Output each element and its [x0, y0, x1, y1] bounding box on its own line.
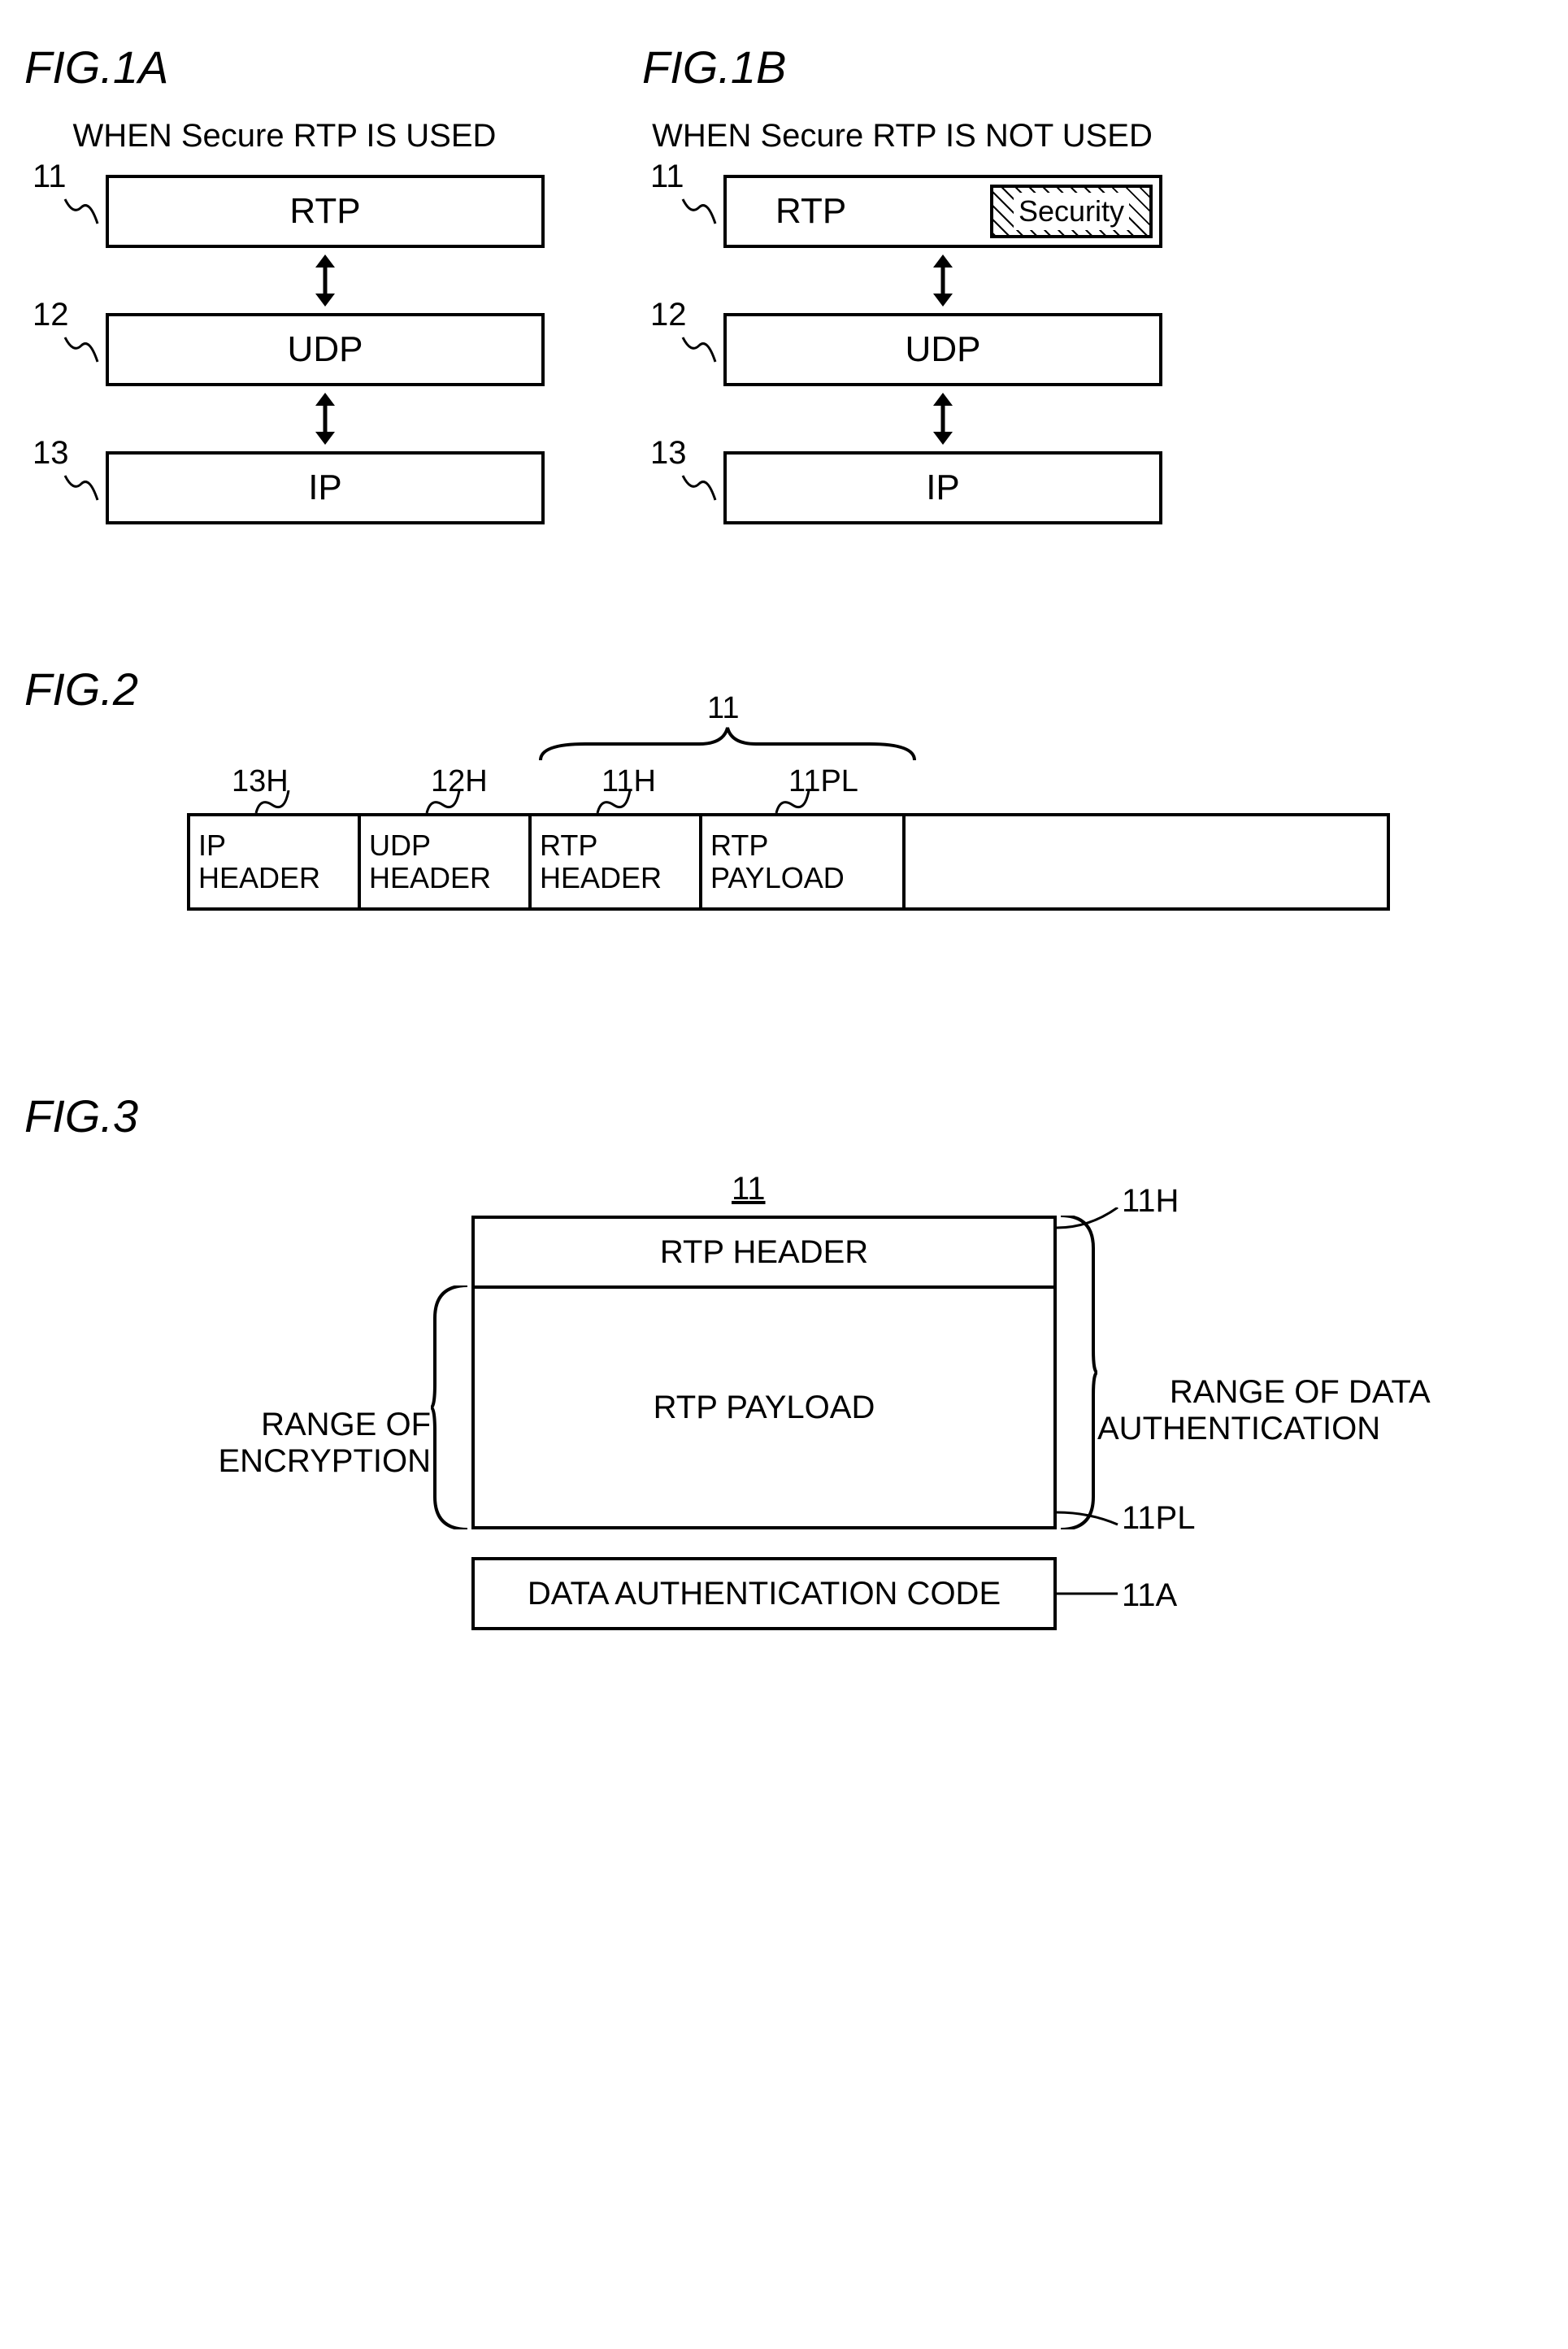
fig1b-caption: WHEN Secure RTP IS NOT USED: [642, 118, 1162, 154]
fig1a-caption: WHEN Secure RTP IS USED: [24, 118, 545, 154]
fig3-row-auth-label: DATA AUTHENTICATION CODE: [528, 1576, 1001, 1612]
fig1a-layer-rtp-wrap: 11 RTP: [106, 175, 545, 248]
fig1-row: FIG.1A WHEN Secure RTP IS USED 11 RTP 12…: [24, 24, 1568, 524]
fig1a: FIG.1A WHEN Secure RTP IS USED 11 RTP 12…: [24, 24, 545, 524]
fig1a-layer-udp-wrap: 12 UDP: [106, 313, 545, 386]
fig2-cell-rtppl: RTP PAYLOAD: [702, 816, 906, 907]
squiggle-icon: [252, 790, 293, 816]
fig1b-layer-udp-wrap: 12 UDP: [723, 313, 1162, 386]
fig3-right-label: RANGE OF DATA AUTHENTICATION: [1097, 1338, 1431, 1484]
squiggle-icon: [679, 472, 719, 512]
double-arrow-icon: [307, 393, 343, 445]
double-arrow-icon: [307, 254, 343, 307]
squiggle-icon: [593, 790, 634, 816]
fig2-group-ref: 11: [707, 691, 739, 726]
left-bracket-icon: [431, 1285, 471, 1529]
fig1a-ref-12: 12: [33, 297, 69, 333]
squiggle-icon: [772, 790, 813, 816]
fig1a-layer-ip-wrap: 13 IP: [106, 451, 545, 524]
fig2-cell-udp: UDP HEADER: [361, 816, 532, 907]
security-inset: Security: [990, 185, 1153, 238]
fig1b-stack: 11 RTP Security 12 UDP: [723, 175, 1162, 524]
fig1a-layer-rtp: RTP: [106, 175, 545, 248]
fig1a-ref-13: 13: [33, 435, 69, 472]
fig3-row-header-label: RTP HEADER: [660, 1234, 868, 1271]
fig1b-layer-ip-wrap: 13 IP: [723, 451, 1162, 524]
fig1b-layer-rtp-label: RTP: [775, 191, 846, 232]
page: FIG.1A WHEN Secure RTP IS USED 11 RTP 12…: [24, 24, 1568, 1785]
fig3-row-payload: RTP PAYLOAD: [471, 1285, 1057, 1529]
fig2-cell-rest: [906, 816, 1387, 907]
squiggle-icon: [679, 333, 719, 374]
fig1a-layer-ip: IP: [106, 451, 545, 524]
fig2-cell-ip: IP HEADER: [190, 816, 361, 907]
fig3: FIG.3 11 RTP HEADER RTP PAYLOAD DATA AUT…: [24, 1090, 1568, 1785]
fig1a-title: FIG.1A: [24, 41, 545, 94]
fig3-ref-11a: 11A: [1122, 1577, 1177, 1614]
fig1b-layer-udp: UDP: [723, 313, 1162, 386]
fig2-cell-rtph: RTP HEADER: [532, 816, 702, 907]
fig1a-ref-11: 11: [33, 159, 67, 195]
fig3-ref-11h: 11H: [1122, 1183, 1179, 1220]
fig1b-ref-12: 12: [650, 297, 687, 333]
lead-line-icon: [1057, 1508, 1122, 1533]
fig3-row-auth: DATA AUTHENTICATION CODE: [471, 1557, 1057, 1630]
double-arrow-icon: [925, 254, 961, 307]
fig1b-layer-rtp: RTP Security: [723, 175, 1162, 248]
fig3-wrap: 11 RTP HEADER RTP PAYLOAD DATA AUTHENTIC…: [309, 1216, 1366, 1785]
fig3-row-payload-label: RTP PAYLOAD: [654, 1390, 875, 1426]
fig1b-title: FIG.1B: [642, 41, 1162, 94]
squiggle-icon: [679, 195, 719, 236]
fig3-row-header: RTP HEADER: [471, 1216, 1057, 1289]
fig1b-layer-rtp-wrap: 11 RTP Security: [723, 175, 1162, 248]
fig2-packet-wrap: 11 13H 12H 11H 11PL IP HEADER UDP HEADER…: [187, 813, 1568, 911]
lead-line-icon: [1057, 1586, 1122, 1602]
fig3-top-ref: 11: [732, 1171, 766, 1207]
squiggle-icon: [61, 472, 102, 512]
brace-icon: [536, 724, 919, 764]
fig1a-layer-udp: UDP: [106, 313, 545, 386]
lead-line-icon: [1057, 1207, 1122, 1232]
fig3-ref-11pl: 11PL: [1122, 1500, 1195, 1537]
double-arrow-icon: [925, 393, 961, 445]
fig2-packet: IP HEADER UDP HEADER RTP HEADER RTP PAYL…: [187, 813, 1390, 911]
fig1b: FIG.1B WHEN Secure RTP IS NOT USED 11 RT…: [642, 24, 1162, 524]
fig1b-ref-11: 11: [650, 159, 684, 195]
fig1b-layer-ip: IP: [723, 451, 1162, 524]
fig1b-ref-13: 13: [650, 435, 687, 472]
fig1a-stack: 11 RTP 12 UDP 13 IP: [106, 175, 545, 524]
squiggle-icon: [61, 333, 102, 374]
squiggle-icon: [423, 790, 463, 816]
fig2-title: FIG.2: [24, 663, 1568, 716]
squiggle-icon: [61, 195, 102, 236]
fig3-left-label: RANGE OF ENCRYPTION: [189, 1370, 431, 1516]
right-bracket-icon: [1057, 1216, 1097, 1529]
fig3-title: FIG.3: [24, 1090, 1568, 1142]
security-label: Security: [1014, 193, 1129, 230]
fig2: FIG.2 11 13H 12H 11H 11PL IP HEADER UDP …: [24, 663, 1568, 911]
